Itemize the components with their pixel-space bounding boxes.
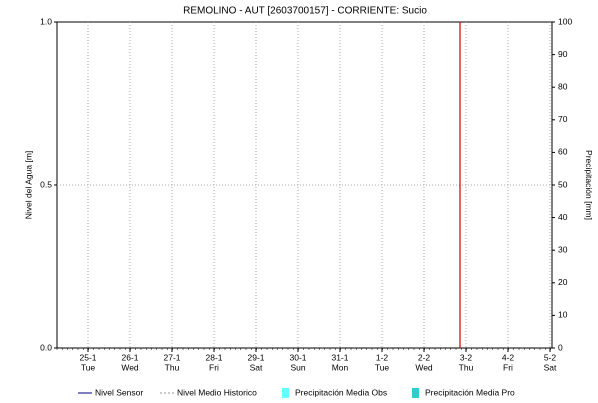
y-tick-label: 0.0 [40, 342, 52, 352]
legend-label: Precipitación Media Obs [295, 387, 387, 397]
x-tick-weekday: Fri [503, 362, 513, 372]
x-tick-weekday: Fri [209, 362, 219, 372]
x-tick-label: 25-1 [79, 352, 96, 362]
legend-swatch [282, 388, 289, 398]
y-tick-label: 0.5 [40, 179, 52, 189]
x-tick-label: 27-1 [163, 352, 180, 362]
y2-tick-label: 30 [558, 244, 568, 254]
x-tick-weekday: Thu [165, 362, 180, 372]
y2-tick-label: 0 [558, 342, 563, 352]
y2-tick-label: 100 [558, 16, 572, 26]
x-tick-label: 26-1 [121, 352, 138, 362]
legend-label: Nivel Sensor [95, 387, 143, 397]
y-axis-title: Nivel del Agua [m] [23, 151, 33, 220]
x-tick-label: 3-2 [460, 352, 473, 362]
legend-label: Nivel Medio Historico [177, 387, 257, 397]
y2-axis-title: Precipitación [mm] [584, 150, 594, 220]
x-tick-label: 5-2 [544, 352, 557, 362]
chart-title: REMOLINO - AUT [2603700157] - CORRIENTE:… [183, 6, 427, 17]
y2-tick-label: 80 [558, 81, 568, 91]
y2-tick-label: 70 [558, 114, 568, 124]
x-tick-weekday: Sat [250, 362, 263, 372]
y-tick-label: 1.0 [40, 16, 52, 26]
x-tick-weekday: Tue [375, 362, 390, 372]
x-tick-weekday: Sun [290, 362, 305, 372]
x-tick-label: 1-2 [376, 352, 389, 362]
y2-tick-label: 10 [558, 310, 568, 320]
x-tick-weekday: Sat [544, 362, 557, 372]
x-tick-label: 31-1 [331, 352, 348, 362]
legend-swatch [412, 388, 419, 398]
x-tick-weekday: Mon [332, 362, 349, 372]
x-tick-label: 29-1 [247, 352, 264, 362]
x-tick-weekday: Tue [81, 362, 96, 372]
x-tick-label: 2-2 [418, 352, 431, 362]
y2-tick-label: 60 [558, 147, 568, 157]
x-tick-label: 28-1 [205, 352, 222, 362]
x-tick-label: 4-2 [502, 352, 515, 362]
x-tick-weekday: Wed [415, 362, 433, 372]
legend-label: Precipitación Media Pro [425, 387, 515, 397]
y2-tick-label: 90 [558, 49, 568, 59]
x-tick-weekday: Wed [121, 362, 139, 372]
y2-tick-label: 50 [558, 179, 568, 189]
y2-tick-label: 40 [558, 212, 568, 222]
x-tick-weekday: Thu [459, 362, 474, 372]
x-tick-label: 30-1 [289, 352, 306, 362]
y2-tick-label: 20 [558, 277, 568, 287]
